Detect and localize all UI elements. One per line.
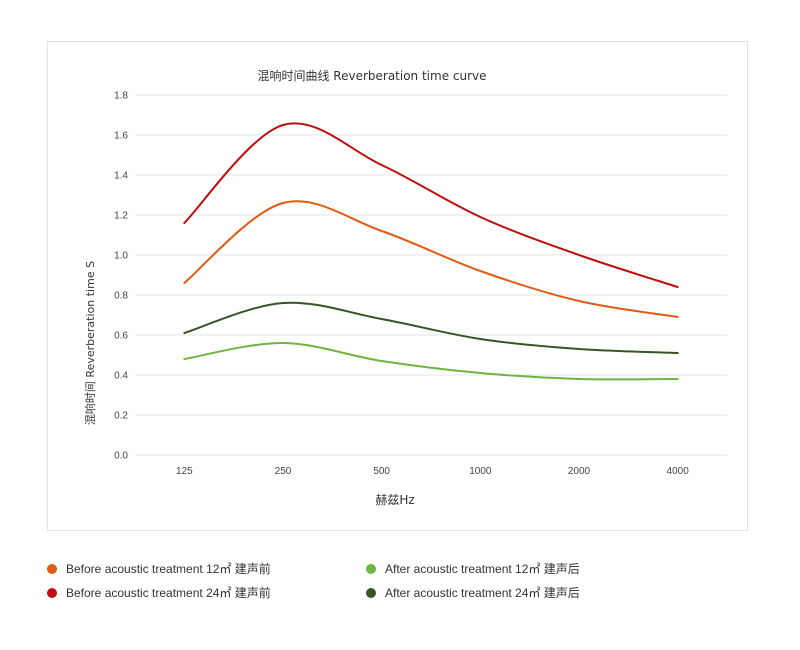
series-line-0 [183, 200, 679, 318]
chart-frame [47, 41, 748, 531]
legend-marker [366, 587, 376, 598]
chart-title: 混响时间曲线 Reverberation time curve [257, 68, 486, 83]
y-tick-label: 0.2 [114, 411, 128, 422]
y-tick-label: 1.8 [114, 91, 128, 102]
legend-item-after-24[interactable]: After acoustic treatment 24㎡ 建声后 [366, 584, 580, 601]
y-tick-label: 1.6 [114, 131, 128, 142]
legend-marker [47, 563, 57, 574]
legend-item-before-24[interactable]: Before acoustic treatment 24㎡ 建声前 [47, 584, 271, 601]
series-line-3 [183, 301, 679, 354]
series-line-2 [183, 341, 679, 381]
y-tick-label: 0.4 [114, 371, 128, 382]
chart-legend: Before acoustic treatment 12㎡ 建声前 After … [47, 556, 747, 616]
y-axis-title: 混响时间 Reverberation time S [84, 261, 97, 425]
legend-label: Before acoustic treatment 12㎡ 建声前 [66, 562, 271, 576]
y-tick-label: 0.8 [114, 291, 128, 302]
x-axis-title: 赫兹Hz [375, 493, 414, 507]
y-tick-label: 0.0 [114, 451, 128, 462]
y-tick-label: 1.0 [114, 251, 128, 262]
legend-label: After acoustic treatment 24㎡ 建声后 [385, 586, 580, 600]
legend-item-before-12[interactable]: Before acoustic treatment 12㎡ 建声前 [47, 560, 271, 577]
x-tick-label: 2000 [568, 466, 591, 477]
reverberation-chart: 0.0 0.2 0.4 0.6 0.8 1.0 1.2 1.4 1.6 1.8 125 250 500 1… [84, 68, 727, 507]
legend-item-after-12[interactable]: After acoustic treatment 12㎡ 建声后 [366, 560, 580, 577]
y-tick-label: 0.6 [114, 331, 128, 342]
x-tick-label: 500 [373, 466, 390, 477]
series-line-1 [183, 122, 679, 288]
legend-marker [366, 563, 376, 574]
x-tick-label: 250 [275, 466, 292, 477]
x-tick-label: 1000 [469, 466, 492, 477]
x-tick-label: 4000 [667, 466, 690, 477]
y-tick-label: 1.2 [114, 211, 128, 222]
legend-label: After acoustic treatment 12㎡ 建声后 [385, 562, 580, 576]
x-tick-label: 125 [176, 466, 193, 477]
legend-label: Before acoustic treatment 24㎡ 建声前 [66, 586, 271, 600]
legend-marker [47, 587, 57, 598]
y-tick-label: 1.4 [114, 171, 128, 182]
